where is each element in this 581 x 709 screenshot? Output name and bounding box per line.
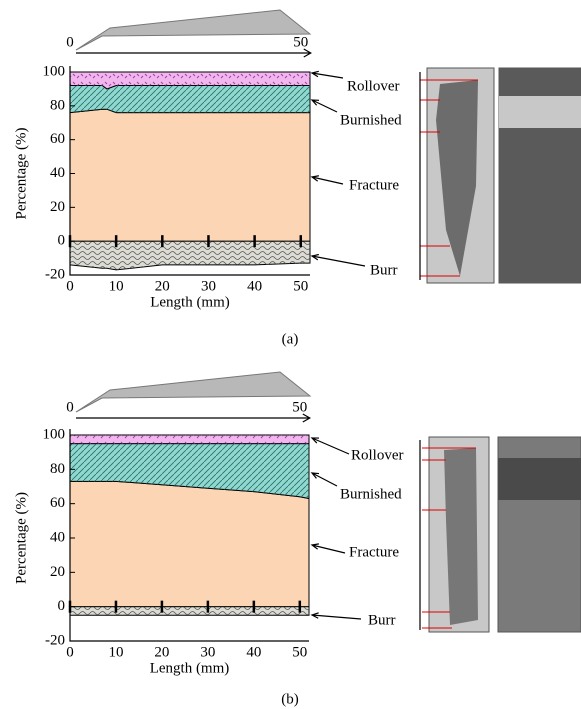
photo (444, 448, 478, 625)
x-axis-label: Length (mm) (150, 294, 230, 310)
y-tick-label: 100 (43, 63, 66, 79)
caption: (b) (281, 691, 299, 707)
x-tick-label: 20 (154, 644, 169, 660)
y-tick-label: 60 (50, 495, 65, 511)
zone-arrow (310, 543, 346, 554)
zone-label: Burr (368, 612, 396, 628)
marker-lines (420, 79, 478, 277)
area-hatch (70, 85, 310, 113)
zone-arrow (310, 437, 350, 455)
y-tick-label: 80 (50, 461, 65, 477)
y-tick-label: 40 (50, 529, 65, 545)
x-tick-label: 30 (201, 278, 216, 294)
y-tick-label: 60 (50, 131, 65, 147)
y-axis-label: Percentage (%) (13, 127, 29, 219)
zone-label: Burnished (340, 486, 402, 502)
zone-arrow (310, 70, 344, 79)
zone-label: Rollover (351, 447, 404, 463)
x-tick-label: 50 (292, 644, 307, 660)
zone-arrow (310, 175, 344, 185)
x-tick-label: 40 (246, 644, 261, 660)
area-hatch (70, 435, 309, 444)
caption: (a) (282, 331, 299, 347)
zone-arrow (310, 472, 338, 487)
x-tick-label: 0 (66, 644, 74, 660)
zone-label: Rollover (347, 78, 400, 94)
blade-image (75, 9, 312, 51)
zone-label: Fracture (349, 544, 399, 560)
y-tick-label: 20 (50, 564, 65, 580)
x-axis-label: Length (mm) (150, 660, 230, 676)
x-tick-label: 30 (200, 644, 215, 660)
y-axis-label: Percentage (%) (13, 492, 29, 584)
zone-arrow (310, 253, 366, 267)
area (69, 480, 310, 608)
area (69, 108, 311, 242)
x-tick-label: 10 (108, 644, 123, 660)
y-tick-label: 0 (58, 598, 66, 614)
photo (436, 80, 478, 276)
photo-group (419, 67, 581, 284)
zone-arrow (310, 99, 338, 113)
blade-image (75, 371, 312, 413)
length-mark: 0 (66, 399, 74, 415)
y-tick-label: -20 (45, 266, 65, 282)
area-hatch (70, 606, 309, 616)
length-mark: 0 (66, 34, 74, 50)
photo (499, 96, 581, 128)
length-mark: 50 (292, 399, 307, 415)
x-tick-label: 50 (293, 278, 308, 294)
length-arrow (76, 413, 312, 423)
length-arrow (76, 48, 312, 58)
length-mark: 50 (293, 34, 308, 50)
y-tick-label: 100 (43, 426, 66, 442)
zone-label: Fracture (349, 177, 399, 193)
y-tick-label: 20 (50, 199, 65, 215)
zone-label: Burr (370, 262, 398, 278)
photo-group (419, 436, 581, 633)
y-tick-label: 40 (50, 165, 65, 181)
area-hatch (70, 241, 310, 270)
y-tick-label: 80 (50, 97, 65, 113)
photo (498, 458, 581, 500)
zone-arrow (310, 612, 362, 620)
y-tick-label: -20 (45, 632, 65, 648)
x-tick-label: 40 (247, 278, 262, 294)
x-tick-label: 20 (155, 278, 170, 294)
marker-lines (422, 447, 476, 629)
x-tick-label: 10 (109, 278, 124, 294)
x-tick-label: 0 (66, 278, 74, 294)
y-tick-label: 0 (58, 233, 66, 249)
zone-label: Burnished (340, 112, 402, 128)
area-hatch (70, 443, 309, 499)
area-hatch (70, 72, 310, 89)
